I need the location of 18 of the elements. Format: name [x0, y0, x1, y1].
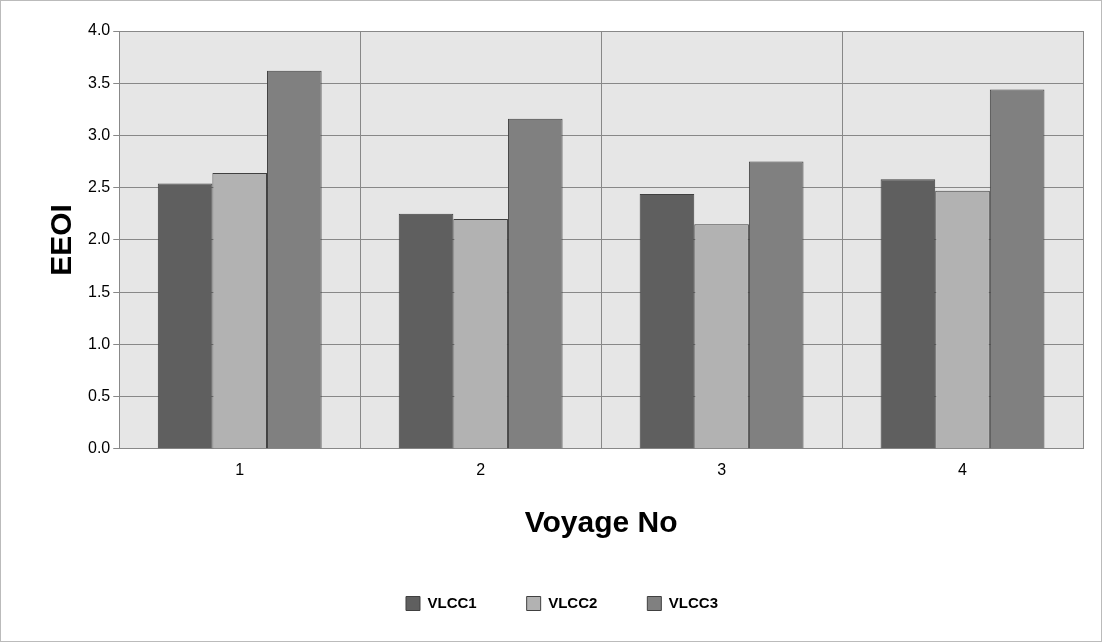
x-axis-title: Voyage No: [524, 505, 678, 539]
y-tick-label: 1.0: [87, 334, 111, 352]
x-tick-label: 4: [958, 460, 968, 478]
y-axis-title: EEOI: [44, 204, 78, 276]
y-tick-label: 4.0: [87, 21, 111, 39]
y-tick-label: 2.5: [87, 178, 111, 196]
legend-label: VLCC1: [427, 593, 477, 611]
y-tick-label: 2.0: [87, 230, 111, 248]
y-tick-label: 3.0: [87, 125, 111, 143]
y-tick-label: 1.5: [87, 282, 111, 300]
legend-label: VLCC2: [548, 593, 598, 611]
x-tick-label: 1: [235, 460, 245, 478]
y-tick-label: 3.5: [87, 73, 111, 91]
legend-label: VLCC3: [668, 593, 719, 611]
x-tick-label: 3: [717, 460, 727, 478]
y-tick-label: 0.0: [87, 439, 111, 457]
y-tick-label: 0.5: [87, 386, 111, 404]
x-tick-label: 2: [476, 460, 486, 478]
